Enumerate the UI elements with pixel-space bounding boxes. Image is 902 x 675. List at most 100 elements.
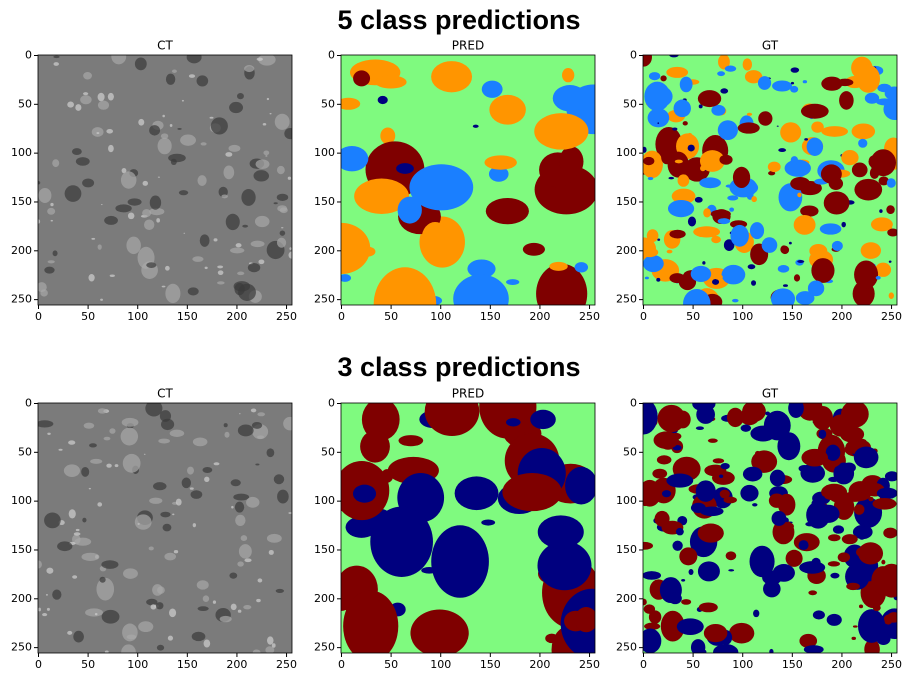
y-tick-label: 50 [18, 445, 32, 458]
region [172, 69, 177, 73]
x-tick-label: 200 [831, 310, 852, 323]
region [149, 125, 160, 136]
region [662, 490, 671, 497]
region [872, 498, 896, 510]
region [252, 422, 262, 429]
y-tick-label: 0 [25, 396, 32, 409]
y-tick-label: 200 [616, 244, 637, 257]
region [110, 275, 115, 277]
region [698, 90, 721, 107]
region [277, 194, 288, 201]
x-tick-label: 250 [881, 658, 902, 671]
region [44, 512, 61, 528]
region [171, 159, 177, 165]
region [44, 267, 54, 274]
region [801, 449, 828, 467]
region [109, 428, 115, 434]
region [158, 138, 172, 155]
region [336, 146, 369, 171]
region [162, 115, 165, 118]
region [854, 179, 882, 201]
x-tick-label: 150 [177, 658, 198, 671]
region [791, 82, 794, 85]
image [630, 393, 902, 661]
region [76, 157, 90, 166]
region [840, 426, 864, 442]
region [229, 102, 243, 113]
region [768, 162, 781, 172]
region [733, 167, 750, 188]
section-title: 5 class predictions [337, 5, 580, 35]
region [100, 577, 106, 583]
region [721, 463, 730, 469]
region [727, 408, 744, 427]
region [168, 636, 173, 641]
region [177, 128, 181, 130]
region [728, 569, 734, 571]
region [422, 222, 449, 255]
region [772, 81, 792, 92]
region [833, 525, 844, 533]
region [660, 75, 666, 81]
y-tick-label: 50 [321, 445, 335, 458]
region [683, 121, 688, 125]
region [353, 485, 376, 503]
region [786, 550, 803, 567]
region [661, 150, 672, 164]
region [839, 91, 854, 110]
y-tick-label: 150 [616, 543, 637, 556]
region [726, 551, 737, 560]
region [791, 156, 798, 164]
region [217, 281, 225, 284]
region [150, 196, 161, 210]
region [740, 485, 758, 502]
region [36, 420, 53, 427]
region [204, 639, 211, 647]
region [96, 132, 99, 134]
region [375, 75, 407, 88]
region [778, 148, 786, 152]
region [648, 177, 654, 180]
region [808, 280, 824, 296]
region [484, 155, 516, 169]
region [229, 145, 241, 152]
region [197, 175, 206, 186]
region [489, 95, 526, 125]
region [879, 209, 882, 213]
region [267, 448, 275, 457]
region [241, 535, 247, 541]
region [251, 409, 256, 413]
region [277, 490, 289, 504]
region [169, 608, 176, 617]
region [669, 230, 685, 239]
region [780, 122, 801, 142]
region [35, 560, 42, 568]
region [263, 150, 269, 155]
region [257, 412, 265, 416]
panel-title: GT [762, 39, 779, 53]
region [242, 225, 248, 228]
region [67, 102, 74, 108]
region [46, 568, 53, 574]
region [374, 267, 437, 341]
region [852, 637, 856, 640]
region [251, 241, 265, 247]
region [674, 100, 691, 118]
region [854, 260, 878, 288]
region [676, 528, 684, 536]
region [218, 270, 224, 275]
region [170, 430, 185, 437]
region [277, 238, 286, 248]
region [694, 649, 707, 656]
region [711, 210, 731, 219]
region [343, 591, 398, 662]
region [128, 198, 142, 205]
region [137, 523, 139, 524]
region [811, 258, 834, 283]
region [128, 213, 135, 220]
region [156, 602, 164, 609]
region [275, 114, 290, 130]
region [764, 411, 791, 441]
y-tick-label: 50 [623, 97, 637, 110]
region [82, 178, 94, 187]
